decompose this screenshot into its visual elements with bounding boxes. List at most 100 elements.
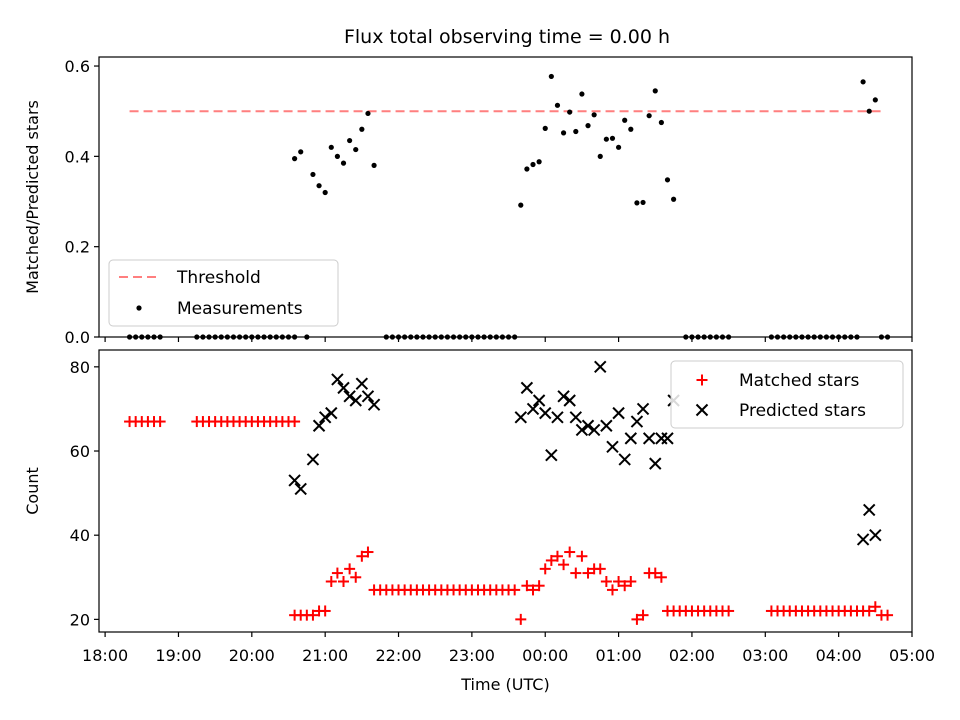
matched-star-point (154, 416, 166, 428)
matched-star-point (594, 563, 606, 575)
predicted-star-point (856, 533, 870, 546)
x-tick-label: 05:00 (889, 646, 935, 665)
x-tick-label: 01:00 (596, 646, 642, 665)
measurement-point (560, 130, 567, 136)
measurement-point (597, 153, 603, 159)
predicted-star-point (355, 377, 369, 390)
predicted-star-point (618, 453, 631, 466)
measurement-point (866, 108, 872, 114)
predicted-star-point (551, 411, 564, 424)
count-panel-frame (98, 349, 913, 633)
legend-matched-swatch (696, 374, 708, 386)
matched-star-point (521, 580, 533, 592)
matched-star-point (882, 609, 894, 621)
predicted-star-point (514, 411, 527, 424)
count-legend: Matched stars Predicted stars (670, 360, 904, 429)
measurement-point (658, 119, 664, 126)
predicted-star-point (526, 402, 540, 416)
predicted-star-point (563, 394, 576, 407)
predicted-star-point (600, 419, 613, 432)
predicted-star-point (294, 482, 307, 496)
measurement-point (365, 110, 371, 117)
x-tick-label: 02:00 (669, 646, 715, 665)
ratio-legend-box (108, 259, 339, 327)
measurement-point (524, 166, 530, 172)
matched-star-point (289, 416, 301, 428)
matched-star-point (869, 601, 881, 613)
measurement-point (542, 125, 548, 131)
count-y-tick-label: 40 (70, 526, 90, 545)
predicted-star-point (520, 381, 534, 395)
ratio-panel: 0.0 0.2 0.4 0.6 Matched/Predicted stars Thr… (23, 56, 913, 347)
matched-star-point (509, 584, 521, 596)
measurement-point (585, 123, 591, 129)
measurement-point (530, 161, 536, 168)
x-tick-label: 21:00 (302, 646, 348, 665)
measurement-point (573, 128, 579, 135)
measurement-point (567, 109, 573, 115)
predicted-star-point (288, 474, 301, 487)
legend-measurement-label: Measurements (177, 299, 303, 319)
matched-star-point (539, 563, 551, 575)
matched-star-point (545, 554, 557, 566)
x-tick-label: 03:00 (742, 646, 788, 665)
matched-star-point (570, 567, 582, 579)
measurement-point (310, 171, 316, 178)
count-y-tick-label: 60 (70, 442, 90, 461)
predicted-star-point (532, 394, 546, 407)
predicted-star-point (594, 360, 607, 374)
measurement-point (603, 136, 609, 142)
matched-star-point (631, 613, 643, 625)
legend-matched-label: Matched stars (739, 371, 859, 391)
count-panel: 20 40 60 80 18:00 19:00 20:00 21:00 22:00 23:00 00… (23, 349, 935, 694)
predicted-star-point (655, 432, 668, 445)
predicted-star-point (624, 432, 638, 445)
matched-star-point (655, 571, 667, 583)
measurement-point (518, 202, 524, 208)
measurement-point (347, 137, 353, 144)
measurement-point (628, 126, 634, 132)
x-tick-label: 20:00 (229, 646, 275, 665)
measurement-point (872, 97, 878, 103)
measurement-point (353, 146, 359, 153)
predicted-star-point (863, 503, 876, 517)
predicted-star-point (325, 406, 338, 420)
legend-measurement-swatch (136, 305, 142, 311)
matched-star-point (582, 567, 594, 579)
measurement-point (371, 162, 377, 168)
predicted-star-point (343, 390, 356, 403)
predicted-star-point (331, 373, 344, 386)
matched-star-point (576, 550, 588, 562)
x-tick-label: 00:00 (522, 646, 568, 665)
measurement-point (334, 153, 340, 159)
ratio-y-tick-label: 0.0 (65, 328, 90, 347)
predicted-star-point (337, 381, 350, 395)
matched-star-point (325, 575, 337, 587)
predicted-star-point (636, 402, 650, 416)
matched-star-point (625, 575, 637, 587)
x-tick-label: 22:00 (375, 646, 421, 665)
matched-star-point (551, 550, 563, 562)
measurement-point (328, 144, 334, 150)
x-tick-label: 23:00 (449, 646, 495, 665)
matched-star-point (362, 546, 374, 558)
measurement-point (298, 149, 304, 155)
measurement-point (340, 160, 347, 166)
count-y-axis-label: Count (23, 467, 42, 515)
x-tick-label: 18:00 (82, 646, 128, 665)
measurement-point (359, 126, 365, 132)
x-tick-label: 19:00 (155, 646, 201, 665)
matched-star-point (606, 584, 618, 596)
matched-star-point (515, 613, 527, 625)
legend-predicted-label: Predicted stars (739, 401, 866, 421)
measurement-point (292, 156, 298, 162)
measurement-point (671, 196, 677, 202)
predicted-star-point (557, 390, 570, 403)
matched-star-point (527, 584, 539, 596)
predicted-star-point (306, 453, 320, 466)
measurement-point (646, 113, 652, 119)
ratio-legend: Threshold Measurements (108, 259, 339, 327)
predicted-star-point (649, 457, 662, 470)
measurement-point (640, 199, 646, 206)
